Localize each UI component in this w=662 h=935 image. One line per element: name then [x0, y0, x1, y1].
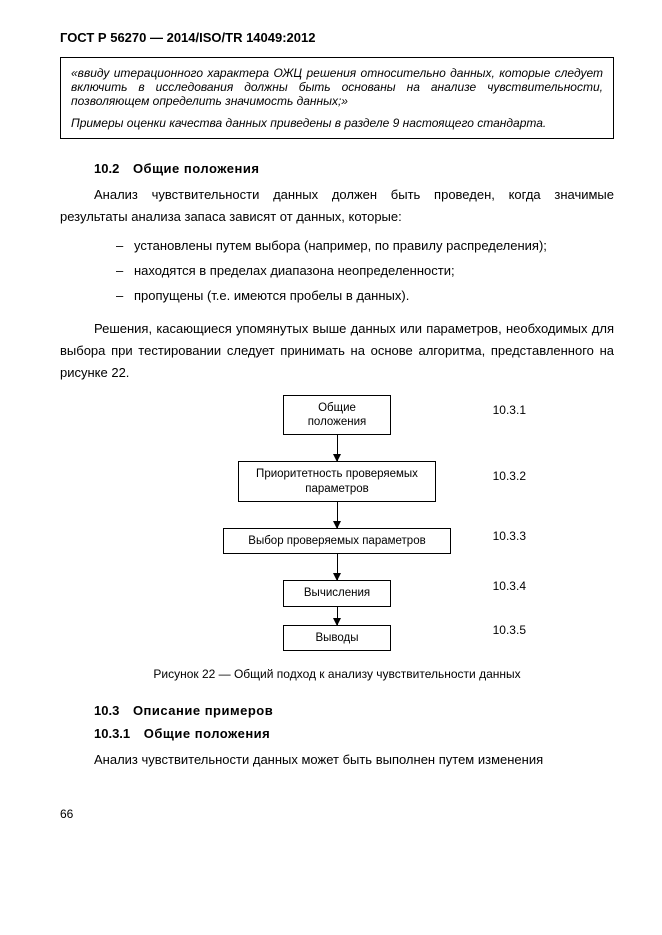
flow-label: 10.3.1 [493, 403, 526, 417]
doc-header: ГОСТ Р 56270 — 2014/ISO/TR 14049:2012 [60, 30, 614, 45]
flow-node-priority: Приоритетность проверяемых параметров [238, 461, 436, 502]
section-heading-10-2: 10.2 Общие положения [94, 161, 614, 176]
section-number: 10.3.1 [94, 726, 130, 741]
section-number: 10.2 [94, 161, 119, 176]
section-title: Общие положения [133, 161, 259, 176]
flow-arrow [337, 554, 338, 580]
flow-arrow [337, 435, 338, 461]
list-item: находятся в пределах диапазона неопредел… [116, 259, 614, 284]
flow-arrow [337, 607, 338, 625]
flow-node-selection: Выбор проверяемых параметров [223, 528, 451, 554]
section-heading-10-3: 10.3 Описание примеров [94, 703, 614, 718]
paragraph: Решения, касающиеся упомянутых выше данн… [60, 318, 614, 384]
flow-label: 10.3.4 [493, 579, 526, 593]
flow-label: 10.3.5 [493, 623, 526, 637]
note-box: «ввиду итерационного характера ОЖЦ решен… [60, 57, 614, 139]
list-item: установлены путем выбора (например, по п… [116, 234, 614, 259]
paragraph: Анализ чувствительности данных может быт… [60, 749, 614, 771]
flow-node-results: Выводы [283, 625, 391, 651]
section-number: 10.3 [94, 703, 119, 718]
flow-node-general: Общие положения [283, 395, 391, 436]
section-heading-10-3-1: 10.3.1 Общие положения [94, 726, 614, 741]
paragraph: Анализ чувствительности данных должен бы… [60, 184, 614, 228]
note-quote: «ввиду итерационного характера ОЖЦ решен… [71, 66, 603, 108]
section-title: Описание примеров [133, 703, 273, 718]
flow-label: 10.3.3 [493, 529, 526, 543]
flow-label: 10.3.2 [493, 469, 526, 483]
page: ГОСТ Р 56270 — 2014/ISO/TR 14049:2012 «в… [0, 0, 662, 841]
section-title: Общие положения [144, 726, 270, 741]
flow-node-calc: Вычисления [283, 580, 391, 606]
flow-node-text: Общие [318, 402, 356, 414]
flow-node-text: параметров [305, 483, 369, 495]
flow-node-text: Приоритетность проверяемых [256, 468, 418, 480]
page-number: 66 [60, 807, 614, 821]
flowchart: Общие положения Приоритетность проверяем… [142, 395, 532, 652]
note-ref: Примеры оценки качества данных приведены… [71, 116, 603, 130]
flow-node-text: положения [308, 416, 367, 428]
bullet-list: установлены путем выбора (например, по п… [116, 234, 614, 308]
figure-caption: Рисунок 22 — Общий подход к анализу чувс… [60, 667, 614, 681]
flow-arrow [337, 502, 338, 528]
list-item: пропущены (т.е. имеются пробелы в данных… [116, 284, 614, 309]
